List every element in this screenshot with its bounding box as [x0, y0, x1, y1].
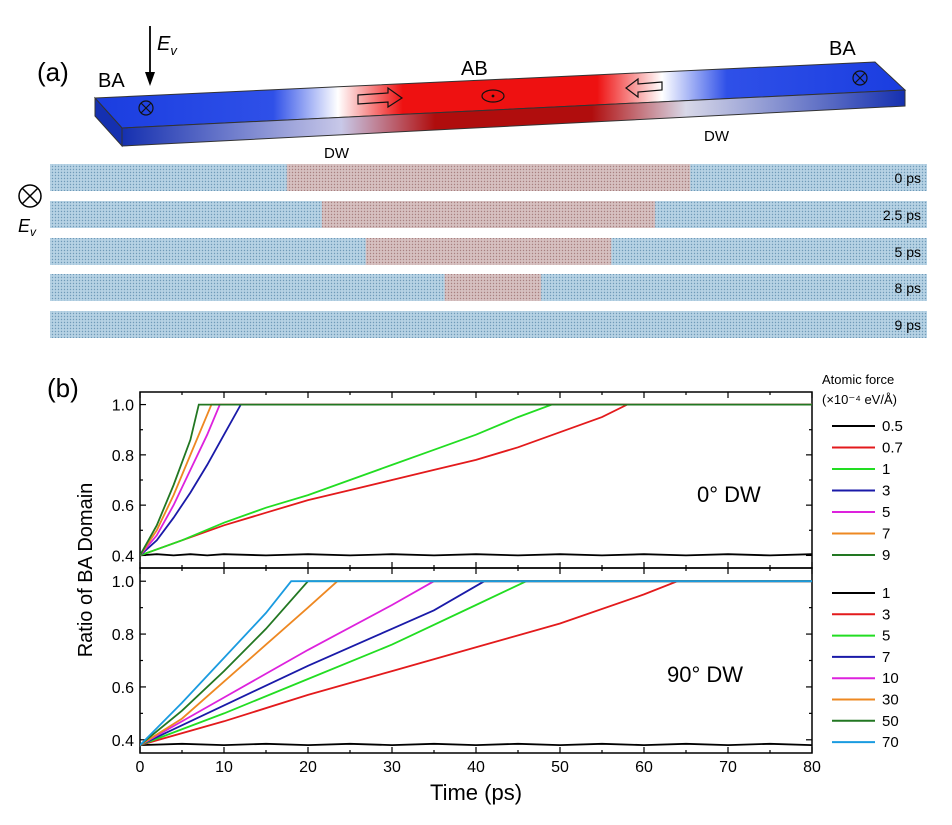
out-of-page-symbol-mid [481, 89, 505, 103]
y-tick-label: 0.8 [112, 627, 134, 644]
x-tick-label: 40 [467, 759, 485, 776]
snapshot-ab-region [321, 201, 656, 228]
x-tick-label: 80 [803, 759, 821, 776]
legend-label: 0.7 [882, 440, 903, 457]
plot-frame [139, 567, 813, 754]
snapshot-ab-region [444, 274, 542, 301]
domain-label-mid: AB [461, 58, 488, 80]
ratio-chart: 0.4 0.6 0.8 1.0 0° DW 0.5 0.7 1 3 5 7 9 0.4 0.6 0.8 1.0… [75, 372, 903, 805]
y-tick-label: 0.6 [112, 680, 134, 697]
legend-label: 9 [882, 547, 890, 564]
plot-frame [139, 391, 813, 569]
legend-label: 10 [882, 670, 899, 687]
snapshot-time-label: 5 ps [895, 244, 921, 260]
series-line-3 [140, 580, 812, 746]
y-tick-label: 1.0 [112, 574, 134, 591]
dw-annotation: 0° DW [697, 482, 761, 507]
legend-label: 1 [882, 585, 890, 602]
snapshot-time-label: 0 ps [895, 170, 921, 186]
y-tick-label: 0.8 [112, 448, 134, 465]
legend-label: 3 [882, 483, 890, 500]
field-label: Ev [157, 33, 178, 58]
bar-front-face [121, 89, 906, 147]
dw-label-left: DW [324, 145, 350, 162]
legend-label: 30 [882, 692, 899, 709]
legend-label: 7 [882, 649, 890, 666]
md-snapshots: 0 ps 2.5 ps 5 ps 8 ps 9 ps [50, 164, 927, 338]
series-line-1 [140, 403, 812, 557]
dw-label-right: DW [704, 128, 730, 145]
series-line-0.5 [140, 553, 812, 557]
legend-label: 5 [882, 504, 890, 521]
legend-label: 1 [882, 461, 890, 478]
snapshot-strip [50, 311, 927, 338]
legend-label: 70 [882, 734, 899, 751]
dw-annotation: 90° DW [667, 662, 743, 687]
snapshot-time-label: 2.5 ps [883, 207, 921, 223]
field-into-page-icon [18, 184, 42, 208]
legend-title: Atomic force [822, 372, 894, 387]
series-line-70 [140, 580, 812, 746]
x-tick-label: 20 [299, 759, 317, 776]
x-tick-label: 50 [551, 759, 569, 776]
legend-label: 0.5 [882, 418, 903, 435]
series-line-9 [140, 403, 812, 556]
y-tick-label: 1.0 [112, 398, 134, 415]
field-label-snapshots: Ev [18, 216, 37, 239]
x-tick-label: 60 [635, 759, 653, 776]
field-arrow-icon [145, 26, 155, 86]
x-tick-label: 30 [383, 759, 401, 776]
snapshot-ab-region [365, 238, 612, 265]
snapshot-ab-region [286, 164, 691, 191]
snapshot-time-label: 8 ps [895, 280, 921, 296]
y-tick-label: 0.4 [112, 548, 134, 565]
x-axis-label: Time (ps) [430, 780, 522, 805]
series-line-5 [140, 403, 812, 556]
x-tick-label: 70 [719, 759, 737, 776]
dw-motion-arrow-right-icon [357, 86, 404, 109]
series-line-7 [140, 403, 812, 556]
x-tick-label: 10 [215, 759, 233, 776]
legend-label: 50 [882, 713, 899, 730]
y-tick-label: 0.4 [112, 733, 134, 750]
domain-bar-3d [93, 61, 907, 148]
panel-b-label: (b) [47, 373, 79, 403]
legend-unit: (×10⁻⁴ eV/Å) [822, 392, 897, 407]
series-line-3 [140, 403, 812, 557]
x-tick-label: 0 [136, 759, 145, 776]
into-page-symbol-right [852, 70, 868, 86]
series-line-0.7 [140, 403, 812, 557]
y-tick-label: 0.6 [112, 498, 134, 515]
snapshot-time-label: 9 ps [895, 317, 921, 333]
legend-label: 5 [882, 628, 890, 645]
legend-label: 7 [882, 526, 890, 543]
series-line-1 [140, 742, 812, 747]
dw-motion-arrow-left-icon [625, 77, 663, 99]
domain-label-right: BA [829, 38, 856, 60]
y-axis-label: Ratio of BA Domain [75, 483, 97, 658]
legend-label: 3 [882, 606, 890, 623]
panel-a-label: (a) [37, 57, 69, 87]
domain-label-left: BA [98, 70, 125, 92]
into-page-symbol-left [138, 100, 154, 116]
